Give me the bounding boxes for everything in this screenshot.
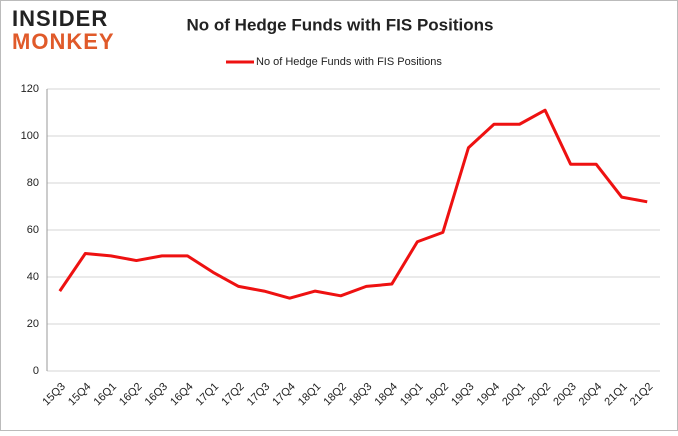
y-tick-label: 40 [27, 271, 39, 283]
y-tick-label: 80 [27, 177, 39, 189]
logo-bottom: MONKEY [12, 29, 115, 54]
logo-top: INSIDER [12, 6, 108, 31]
y-tick-label: 100 [21, 130, 39, 142]
y-tick-label: 120 [21, 83, 39, 95]
chart-title: No of Hedge Funds with FIS Positions [187, 15, 494, 34]
y-tick-label: 60 [27, 224, 39, 236]
y-tick-label: 20 [27, 318, 39, 330]
y-tick-label: 0 [33, 365, 39, 377]
data-line [58, 108, 648, 300]
legend-label: No of Hedge Funds with FIS Positions [256, 56, 442, 68]
